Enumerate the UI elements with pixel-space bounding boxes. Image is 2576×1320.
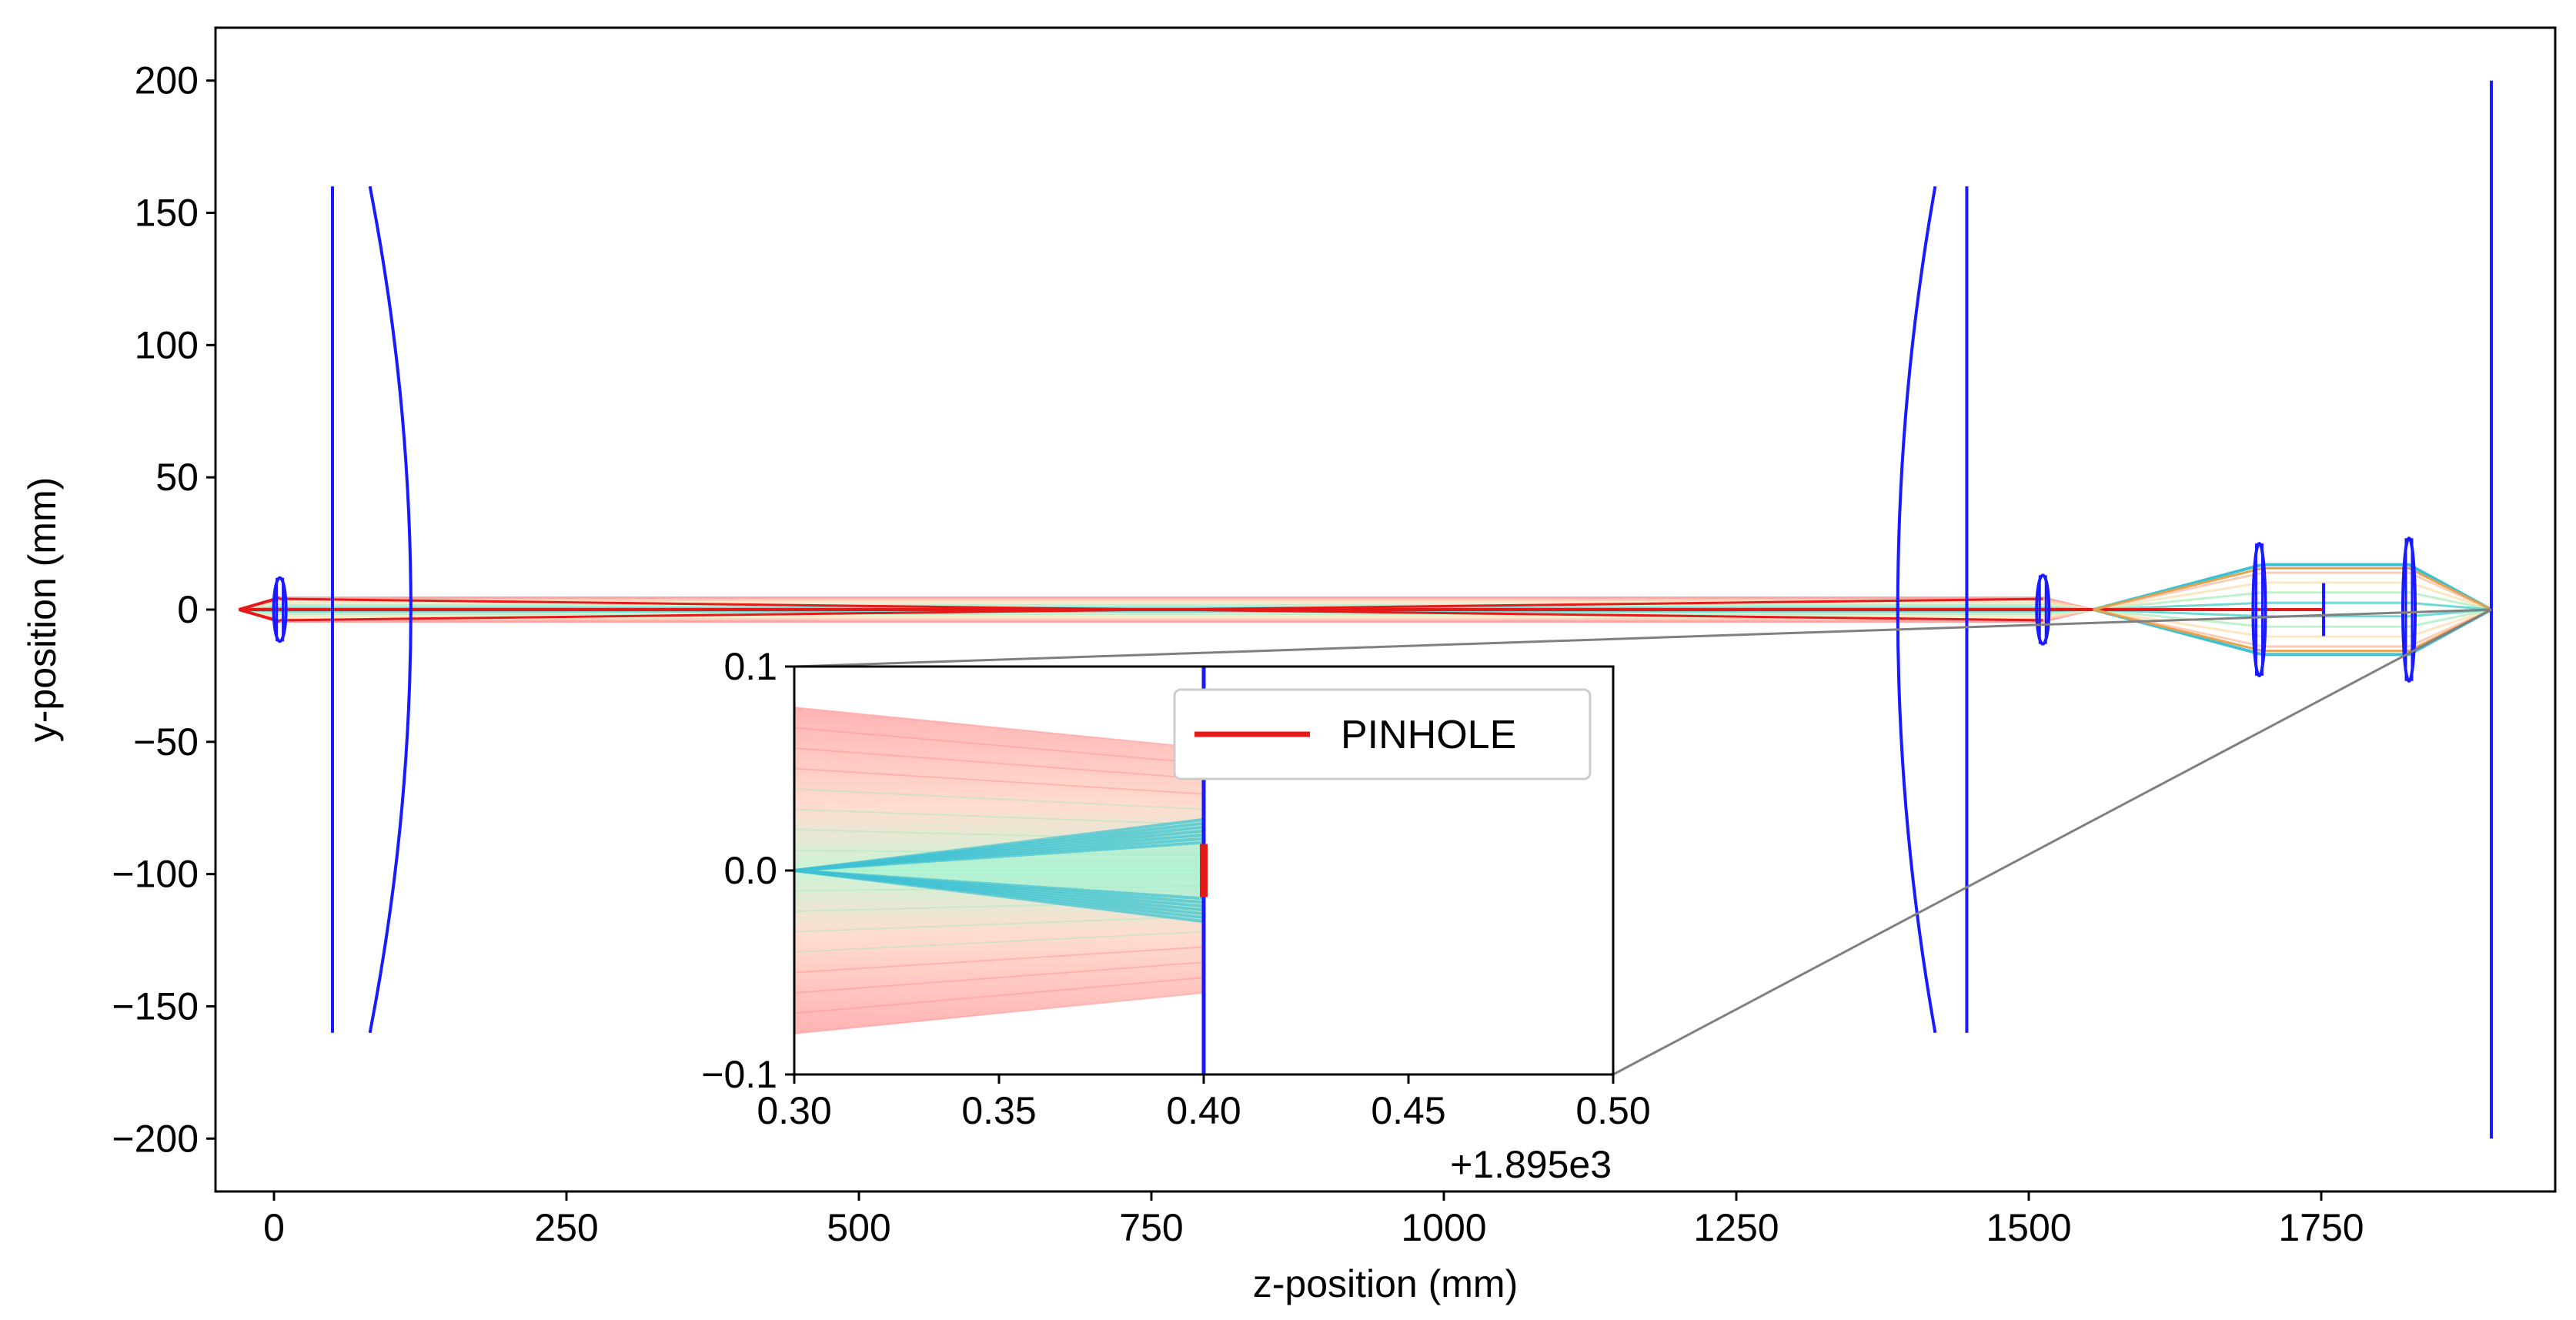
inset-x-axis-ticks: 0.30 0.35 0.40 0.45 0.50 [757,1074,1651,1132]
y-tick-label: 200 [135,59,199,102]
legend-box [1173,688,1592,780]
ray-path [2093,563,2492,611]
y-tick-label: 100 [135,323,199,366]
x-tick-label: 250 [534,1206,598,1249]
y-tick-label: −100 [112,853,199,896]
y-axis-ticks: 200 150 100 50 0 −50 −100 −150 −200 [112,59,216,1160]
inset-ray-line [794,817,1204,872]
zoom-connector-line [1612,608,2492,1076]
optic-curved-surface [368,185,413,1034]
inset-ray-line [794,788,1204,810]
inset-y-axis-ticks: 0.1 0.0 −0.1 [701,645,794,1096]
inset-x-tick-label: 0.50 [1575,1089,1650,1132]
inset-x-tick-label: 0.40 [1166,1089,1241,1132]
x-tick-label: 1500 [1986,1206,2071,1249]
x-tick-label: 750 [1119,1206,1183,1249]
inset-y-tick-label: 0.0 [723,849,777,892]
inset-axes: 0.30 0.35 0.40 0.45 0.50 0.1 0.0 −0.1 +1.895e3… [701,645,1650,1186]
inset-x-tick-label: 0.30 [757,1089,831,1132]
inset-ray-line [794,707,1204,749]
y-tick-label: 50 [155,456,199,499]
inset-x-tick-label: 0.35 [961,1089,1036,1132]
optic-lens [2035,573,2051,646]
optic-lens [2251,542,2267,677]
optic-lens [272,576,288,643]
x-tick-label: 0 [263,1206,285,1249]
y-tick-label: 150 [135,192,199,235]
x-axis-label: z-position (mm) [1253,1262,1518,1305]
zoom-connector-line [794,608,2492,668]
zoom-connector-lines [794,608,2492,1076]
inset-ray-line [794,747,1204,780]
y-tick-label: −150 [112,984,199,1028]
inset-y-tick-label: −0.1 [701,1053,777,1096]
inset-ray-line [794,992,1204,1034]
inset-ray-line [794,931,1204,953]
x-tick-label: 500 [827,1206,890,1249]
x-tick-label: 1750 [2278,1206,2364,1249]
x-tick-label: 1000 [1401,1206,1486,1249]
optic-lens [2401,536,2417,683]
inset-ray-line [794,946,1204,974]
y-tick-label: −50 [133,720,199,764]
inset-offset-label: +1.895e3 [1450,1143,1612,1186]
legend: PINHOLE [1173,688,1592,780]
y-axis-label: y-position (mm) [21,477,64,742]
inset-ray-line [794,808,1204,826]
y-tick-label: 0 [177,588,199,631]
main-plot-content [238,80,2494,1139]
inset-ray-line [794,727,1204,764]
x-axis-ticks: 0 250 500 750 1000 1250 1500 1750 [263,1191,2364,1249]
inset-ray-line [794,961,1204,994]
optic-curved-surface [1896,185,1937,1034]
legend-pinhole-label: PINHOLE [1341,713,1516,757]
ray-path [2093,566,2492,611]
inset-ray-line [794,977,1204,1014]
inset-x-tick-label: 0.45 [1371,1089,1445,1132]
inset-ray-line [794,915,1204,933]
x-tick-label: 1250 [1693,1206,1779,1249]
y-tick-label: −200 [112,1117,199,1160]
inset-y-tick-label: 0.1 [723,645,777,688]
inset-ray-line [794,869,1204,924]
inset-ray-line [794,767,1204,795]
inset-plot-content [794,667,1208,1074]
